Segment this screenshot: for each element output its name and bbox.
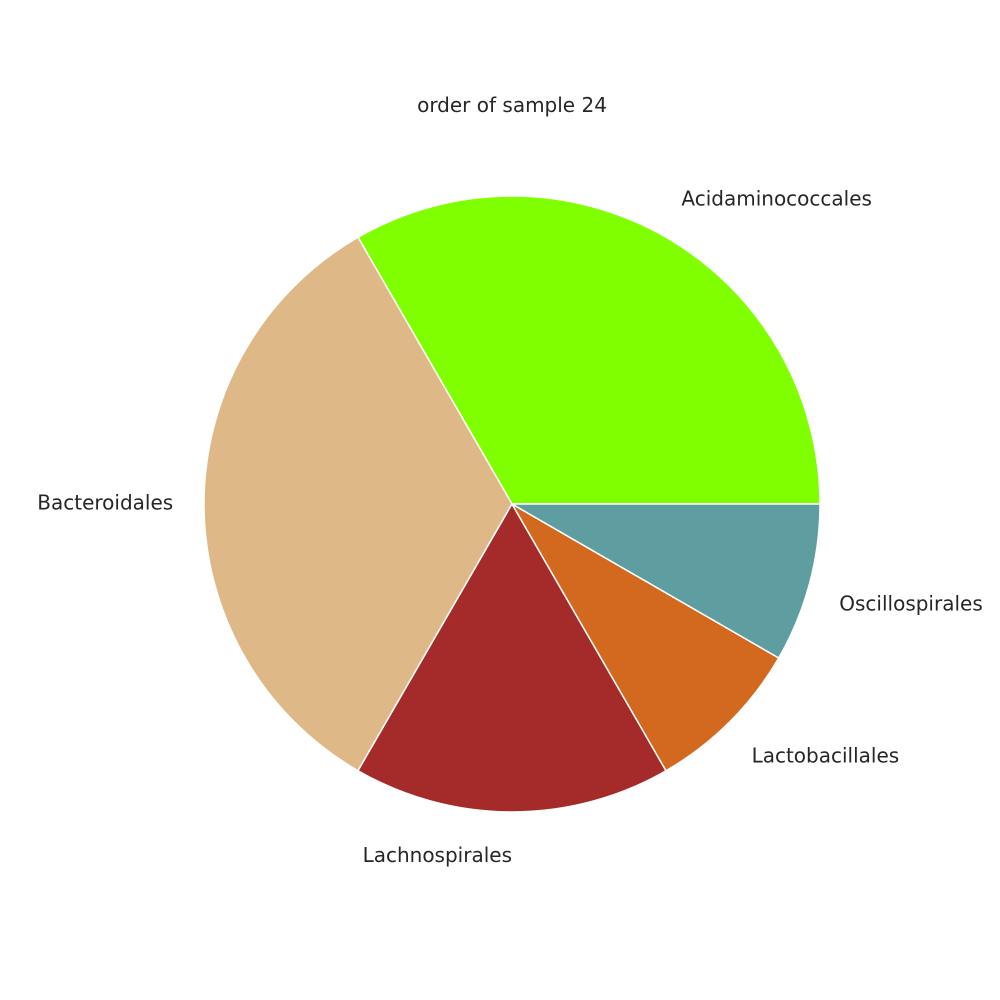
pie-label-lactobacillales: Lactobacillales <box>752 744 900 768</box>
pie-slice-oscillospirales <box>511 503 821 659</box>
pie-slice-acidaminococcales <box>357 195 821 505</box>
pie-slice-lactobacillales <box>511 503 780 772</box>
chart-title: order of sample 24 <box>417 93 607 117</box>
pie-labels: Acidaminococcales Bacteroidales Lachnospir… <box>37 187 982 867</box>
pie-label-oscillospirales: Oscillospirales <box>839 592 983 616</box>
pie-slices <box>203 195 821 813</box>
pie-label-lachnospirales: Lachnospirales <box>363 843 512 867</box>
pie-label-acidaminococcales: Acidaminococcales <box>681 187 872 211</box>
pie-label-bacteroidales: Bacteroidales <box>37 491 173 515</box>
pie-slice-bacteroidales <box>203 236 513 772</box>
pie-slice-lachnospirales <box>357 503 667 813</box>
